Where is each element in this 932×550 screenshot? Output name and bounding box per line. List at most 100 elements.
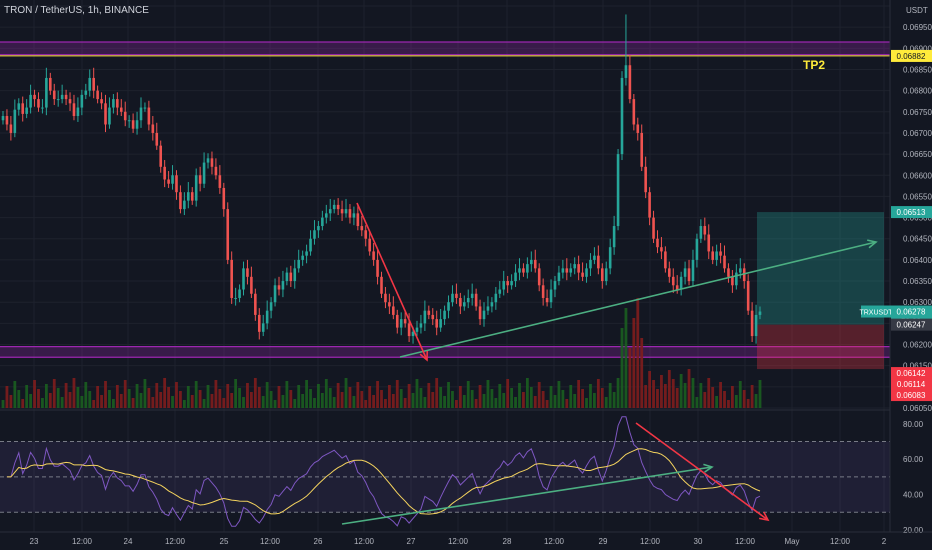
candle (411, 331, 415, 337)
candles (1, 14, 762, 344)
volume-bar (289, 390, 293, 408)
volume-bar (675, 388, 679, 408)
zone-resistance (0, 41, 890, 55)
volume-bar (37, 389, 40, 408)
volume-bar (683, 383, 687, 408)
tp-label: TP2 (803, 58, 825, 72)
candle (127, 120, 131, 122)
volume-bar (395, 380, 399, 408)
volume-bar (663, 384, 667, 408)
candle (478, 306, 482, 320)
volume-bar (175, 382, 178, 408)
candle (147, 107, 151, 125)
candle (100, 99, 103, 104)
volume-bar (723, 391, 726, 408)
time-tick: 12:00 (640, 537, 661, 546)
candle (474, 293, 478, 307)
volume-bar (68, 392, 72, 408)
volume-bar (652, 380, 655, 408)
candle (604, 268, 608, 282)
candle (108, 107, 111, 125)
time-tick: 12:00 (735, 537, 756, 546)
time-tick: 12:00 (72, 537, 93, 546)
volume-bar (411, 393, 415, 408)
volume-bar (541, 391, 545, 408)
volume-bar (155, 383, 159, 408)
candle (167, 179, 170, 184)
candle (699, 226, 703, 239)
candle (451, 293, 454, 303)
candle (64, 94, 68, 100)
volume-bar (167, 387, 170, 408)
volume-bar (679, 374, 683, 408)
volume-bar (41, 398, 44, 408)
volume-bar (490, 389, 494, 408)
time-tick: 29 (599, 537, 608, 546)
volume-bar (265, 382, 269, 408)
candle (155, 132, 159, 146)
volume-bar (470, 390, 474, 408)
candle (84, 90, 88, 95)
rsi-tick: 60.00 (903, 455, 924, 464)
volume-bar (636, 298, 640, 408)
volume-bar (56, 388, 60, 408)
candle (336, 204, 340, 210)
volume-bar (123, 380, 127, 408)
volume-bar (545, 400, 549, 408)
candle (68, 99, 72, 104)
candle (443, 310, 446, 320)
candle (190, 192, 194, 201)
candle (143, 107, 147, 109)
volume-bar (750, 385, 754, 408)
rsi-tick: 20.00 (903, 526, 924, 535)
candle (541, 285, 545, 298)
volume-bar (474, 399, 478, 408)
candle (230, 259, 233, 298)
volume-bar (194, 381, 198, 408)
volume-bar (600, 388, 604, 408)
volume-bar (486, 380, 490, 408)
volume-bar (451, 391, 454, 408)
volume-bar (415, 379, 419, 408)
stop-price-tag (891, 389, 932, 402)
candle (703, 226, 707, 235)
candle (573, 264, 576, 269)
candle (309, 238, 312, 252)
candle (640, 132, 644, 167)
volume-bar (462, 395, 466, 408)
candle (533, 259, 537, 269)
candle (435, 319, 438, 328)
candle (45, 77, 48, 108)
last-price-tag (891, 305, 932, 318)
candle (530, 259, 533, 265)
price-tick: 0.06050 (903, 404, 932, 413)
volume-bar (439, 387, 443, 408)
down-trendline-arrowhead (419, 350, 429, 362)
volume-bar (632, 318, 636, 408)
volume-bar (277, 386, 281, 408)
rsi-tick: 80.00 (903, 420, 924, 429)
candle (41, 107, 44, 109)
volume-bar (648, 371, 652, 408)
volume-bar (92, 400, 96, 408)
candle (616, 154, 620, 227)
candle (340, 209, 344, 214)
volume-bar (581, 389, 584, 408)
volume-bar (758, 380, 762, 408)
candle (269, 302, 273, 311)
candle (593, 255, 596, 260)
entry-price-tag (891, 318, 932, 331)
candle (313, 230, 316, 239)
candle (565, 268, 569, 273)
volume-bar (419, 388, 423, 408)
candle (395, 314, 399, 328)
time-tick: 12:00 (165, 537, 186, 546)
volume-bar (186, 386, 190, 408)
candle (719, 251, 722, 256)
candle (21, 103, 25, 114)
candle (360, 226, 364, 231)
target-price-tag (891, 206, 932, 219)
candle (671, 276, 675, 286)
volume-bar (9, 395, 13, 408)
